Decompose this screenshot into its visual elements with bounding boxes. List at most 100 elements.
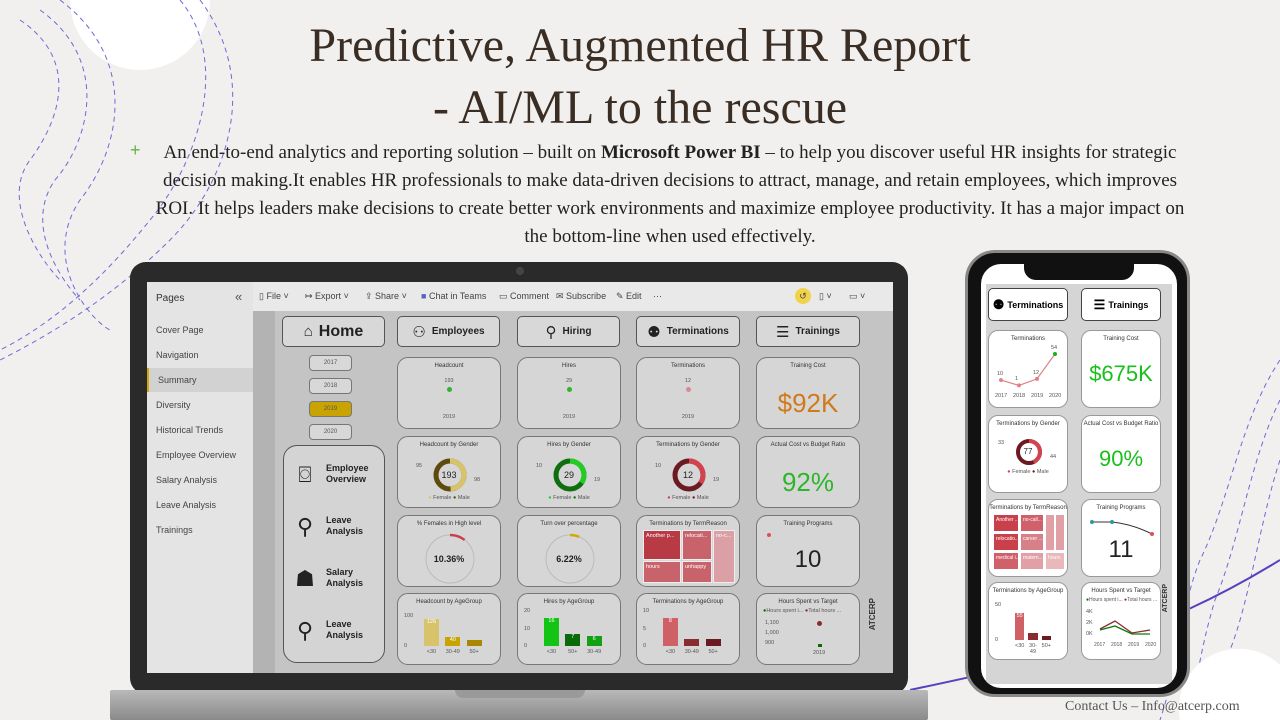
card-hires: Hires 29 2019 <box>517 357 621 429</box>
page-nav-button[interactable]: ⚲ Leave Analysis <box>290 506 382 546</box>
legend-dot-icon: ● <box>763 608 767 614</box>
gauge-chart <box>544 533 596 585</box>
card-terminations: Terminations 12 2019 <box>636 357 740 429</box>
point-label: 12 <box>1033 369 1040 376</box>
para-text-pre: An end-to-end analytics and reporting so… <box>163 142 601 163</box>
terminations-line <box>1000 353 1056 387</box>
gauge-fill <box>424 533 476 585</box>
page-nav-button[interactable]: ☗ Salary Analysis <box>290 558 382 598</box>
reset-icon[interactable]: ↺ <box>795 288 811 304</box>
x-tick-label: 2018 <box>1111 642 1123 648</box>
page-nav-button[interactable]: ⌼ Employee Overview <box>290 454 382 494</box>
gauge-value: 10.36% <box>433 554 465 564</box>
card-turnover: Turn over percentage 6.22% <box>517 515 621 587</box>
cost-budget-value: 92% <box>781 467 835 497</box>
bar <box>684 639 700 646</box>
training-programs-value: 10 <box>794 546 822 573</box>
nav-terminations-button[interactable]: ⚉ Terminations <box>988 288 1068 321</box>
phone-screen: ⚉ Terminations ☰ Trainings Terminations 10 201… <box>981 264 1177 688</box>
card-headcount-by-gender: Headcount by Gender 193 95 98 ● Female ● Mal… <box>397 436 501 508</box>
collapse-pane-icon[interactable]: « <box>235 289 243 304</box>
page-nav-label: Salary Analysis <box>326 567 363 589</box>
card-cost-vs-budget: Actual Cost vs Budget Ratio 92% <box>756 436 860 508</box>
card-title: Headcount by Gender <box>419 442 479 448</box>
female-dot-icon: ● <box>428 495 434 501</box>
male-value: 19 <box>713 477 720 483</box>
comment-button[interactable]: ▭ Comment <box>499 291 550 301</box>
page-navigator: ⌼ Employee Overview ⚲ Leave Analysis ☗ Salary An… <box>283 445 385 663</box>
legend-female: Female <box>433 495 452 501</box>
legend-dot-icon: ● <box>1122 597 1128 603</box>
year-slicer-2018[interactable]: 2018 <box>309 378 352 394</box>
label-line1: Leave <box>326 515 352 525</box>
page-item[interactable]: Cover Page <box>156 325 204 335</box>
kpi-value: 29 <box>565 378 573 384</box>
card-terminations-by-termreason: Terminations by TermReason Another p... re… <box>636 515 740 587</box>
nav-employees-button[interactable]: ⚇ Employees <box>397 316 500 347</box>
page-item[interactable]: Trainings <box>156 525 193 535</box>
nav-trainings-button[interactable]: ☰ Trainings <box>1081 288 1161 321</box>
export-menu[interactable]: ↦ Export ˅ <box>305 291 349 301</box>
bookmark-icon[interactable]: ▯ ˅ <box>819 291 832 301</box>
donut-chart <box>433 458 467 492</box>
share-menu[interactable]: ⇪ Share ˅ <box>365 291 407 301</box>
employees-icon: ⚇ <box>412 323 426 341</box>
chat-in-teams-button[interactable]: ■ Chat in Teams <box>421 291 487 301</box>
page-item[interactable]: Leave Analysis <box>156 500 217 510</box>
file-menu[interactable]: ▯ File ˅ <box>259 291 289 301</box>
nav-home-button[interactable]: ⌂ Home <box>282 316 385 347</box>
bar <box>1028 633 1038 640</box>
year-slicer-2019[interactable]: 2019 <box>309 401 352 417</box>
phone-frame: ⚉ Terminations ☰ Trainings Terminations 10 201… <box>965 250 1190 697</box>
card-hours-spent-vs-target: Hours Spent vs Target ●Hours spent i... ●… <box>756 593 860 665</box>
bar: 126 <box>424 619 439 646</box>
page-item[interactable]: Employee Overview <box>156 450 237 460</box>
legend-male: Male <box>577 495 590 501</box>
line-point <box>1017 383 1021 388</box>
x-tick-label: 30-49 <box>1029 643 1037 655</box>
subscribe-button[interactable]: ✉ Subscribe <box>556 291 607 301</box>
phone-card-terminations-trend: Terminations 10 2017 1 2018 12 2019 54 2020 <box>988 330 1068 408</box>
nav-hiring-button[interactable]: ⚲ Hiring <box>517 316 620 347</box>
donut-chart <box>553 458 587 492</box>
trend-dot <box>767 533 771 537</box>
hiring-icon: ⚲ <box>545 323 557 341</box>
treemap-cell <box>1045 514 1055 551</box>
year-slicer-2017[interactable]: 2017 <box>309 355 352 371</box>
female-dot-icon: ● <box>548 495 554 501</box>
card-title: Terminations by AgeGroup <box>992 588 1064 594</box>
edit-button[interactable]: ✎ Edit <box>616 291 642 301</box>
treemap-cell: unhappy <box>682 561 712 583</box>
para-text-post: – to help you discover useful HR insight… <box>155 142 1185 247</box>
donut-female-segment <box>433 458 467 492</box>
nav-label: Employees <box>431 326 485 337</box>
page-item[interactable]: Salary Analysis <box>156 475 218 485</box>
female-value: 10 <box>655 463 662 469</box>
nav-terminations-button[interactable]: ⚉ Terminations <box>636 316 740 347</box>
line-point <box>1053 352 1057 356</box>
card-title: Terminations by Gender <box>656 442 720 448</box>
card-title: % Females in High level <box>416 521 482 527</box>
page-item[interactable]: Navigation <box>156 350 199 360</box>
bar: 40 <box>445 637 461 646</box>
page-item[interactable]: Historical Trends <box>156 425 224 435</box>
bar <box>466 640 482 646</box>
x-tick-label: <30 <box>665 649 676 655</box>
nav-trainings-button[interactable]: ☰ Trainings <box>756 316 860 347</box>
point-label: 1 <box>1015 376 1019 383</box>
legend-male: Male <box>457 495 470 501</box>
page-item[interactable]: Summary <box>147 368 253 392</box>
donut-legend: ● Female ● Male <box>518 495 620 501</box>
page-nav-button[interactable]: ⚲ Leave Analysis <box>290 610 382 650</box>
x-tick-label: <30 <box>1014 643 1025 649</box>
laptop-notch <box>455 690 585 698</box>
view-icon[interactable]: ▭ ˅ <box>849 291 866 301</box>
leave-analysis-icon: ⚲ <box>296 513 314 539</box>
year-slicer-2020[interactable]: 2020 <box>309 424 352 440</box>
page-item[interactable]: Diversity <box>156 400 191 410</box>
more-options-button[interactable]: ··· <box>653 291 662 301</box>
label-line1: Employee <box>326 463 369 473</box>
contact-info: Contact Us – Info@atcerp.com <box>1065 699 1240 714</box>
terminations-icon: ⚉ <box>992 296 1005 312</box>
